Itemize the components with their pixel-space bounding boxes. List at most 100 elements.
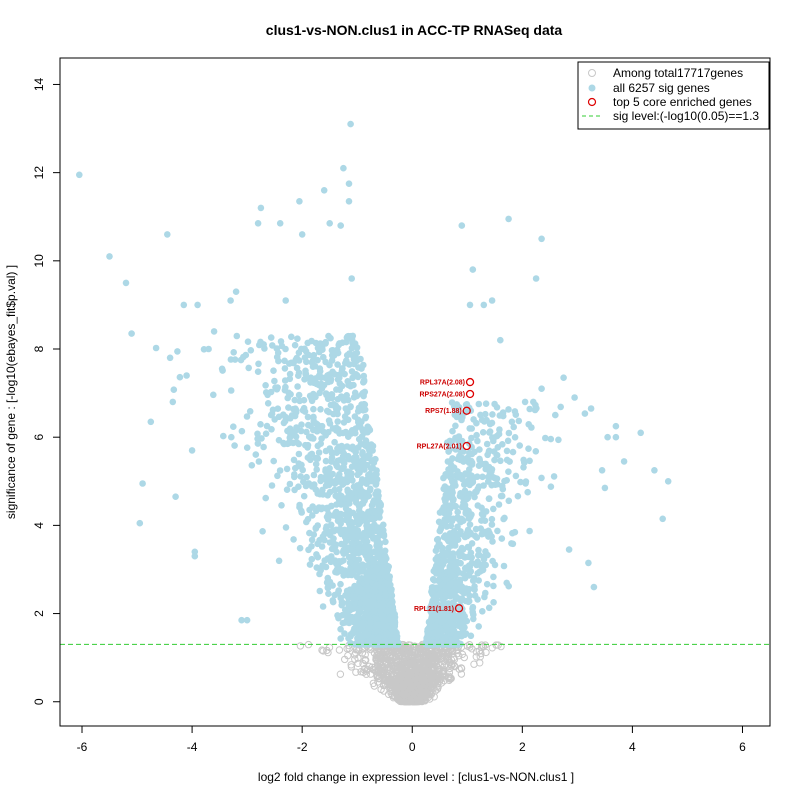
sig-point [355, 544, 362, 552]
sig-point [370, 635, 377, 643]
nonsig-point [476, 653, 484, 661]
sig-point [210, 391, 217, 399]
sig-point [547, 483, 555, 491]
sig-point [452, 446, 460, 453]
sig-point [286, 370, 294, 378]
sig-point [651, 467, 658, 474]
sig-point [469, 266, 477, 273]
sig-point [370, 459, 378, 467]
sig-point [259, 528, 266, 535]
sig-point [312, 460, 320, 468]
sig-point [516, 442, 523, 449]
sig-point [489, 473, 497, 481]
sig-point [339, 365, 346, 372]
sig-point [479, 429, 487, 436]
sig-point [286, 375, 294, 383]
sig-point [262, 430, 270, 438]
sig-point [354, 471, 361, 479]
sig-point [128, 330, 135, 337]
sig-point [585, 559, 592, 567]
sig-point [341, 630, 348, 637]
sig-point [268, 426, 275, 433]
sig-point [302, 370, 310, 378]
nonsig-point [421, 680, 429, 689]
sig-point [526, 405, 533, 413]
sig-point [285, 389, 293, 397]
sig-point [467, 530, 474, 538]
sig-point [476, 455, 483, 463]
sig-point [323, 407, 331, 415]
sig-point [478, 460, 486, 468]
sig-point [329, 539, 337, 547]
sig-point [282, 383, 289, 391]
sig-point [282, 524, 290, 531]
sig-point [384, 573, 392, 581]
sig-point [139, 480, 146, 487]
nonsig-point [362, 656, 370, 664]
sig-point [298, 231, 306, 238]
sig-point [465, 471, 473, 479]
sig-point [275, 436, 283, 444]
sig-point [136, 519, 144, 527]
sig-point [505, 497, 513, 505]
sig-point [255, 458, 263, 465]
sig-point [453, 594, 461, 601]
nonsig-point [377, 660, 385, 669]
sig-point [283, 486, 291, 494]
nonsig-point [403, 697, 411, 706]
sig-point [449, 554, 457, 561]
sig-point [270, 367, 277, 375]
sig-point [361, 511, 368, 519]
sig-point [361, 489, 369, 497]
sig-point [238, 427, 246, 435]
sig-point [328, 449, 336, 456]
sig-point [463, 495, 470, 503]
sig-point [298, 461, 305, 469]
sig-point [360, 379, 367, 386]
sig-point [352, 371, 360, 378]
legend-symbol-sig [588, 84, 596, 92]
sig-point [313, 428, 321, 435]
sig-point [459, 475, 466, 483]
sig-point [386, 640, 393, 647]
sig-point [240, 353, 247, 361]
sig-point [367, 619, 374, 627]
sig-point [316, 490, 324, 498]
sig-point [664, 478, 672, 485]
sig-point [351, 561, 359, 569]
sig-point [443, 583, 451, 591]
sig-point [380, 638, 388, 646]
sig-point [271, 377, 278, 385]
sig-point [291, 486, 298, 494]
sig-point [297, 473, 305, 480]
sig-point [438, 618, 446, 626]
sig-point [308, 555, 316, 563]
sig-point [389, 598, 396, 606]
sig-point [329, 582, 336, 589]
sig-point [298, 345, 305, 353]
sig-point [372, 582, 380, 589]
sig-point [359, 407, 367, 414]
sig-point [394, 640, 402, 647]
sig-point [210, 328, 218, 335]
sig-point [435, 540, 443, 548]
sig-point [351, 457, 358, 465]
sig-point [359, 449, 366, 456]
sig-point [451, 565, 458, 573]
sig-point [482, 410, 489, 418]
sig-point [345, 198, 353, 205]
sig-point [334, 418, 342, 425]
sig-point [344, 378, 352, 385]
sig-point [295, 450, 303, 458]
sig-point [428, 617, 436, 624]
sig-point [483, 580, 491, 588]
sig-point [294, 383, 301, 390]
sig-point [246, 408, 254, 415]
sig-point [310, 351, 318, 359]
legend-label-core: top 5 core enriched genes [613, 95, 752, 109]
sig-point [333, 477, 340, 484]
nonsig-point [296, 642, 305, 650]
sig-point [317, 374, 325, 382]
sig-point [312, 379, 320, 387]
sig-point [538, 235, 545, 243]
